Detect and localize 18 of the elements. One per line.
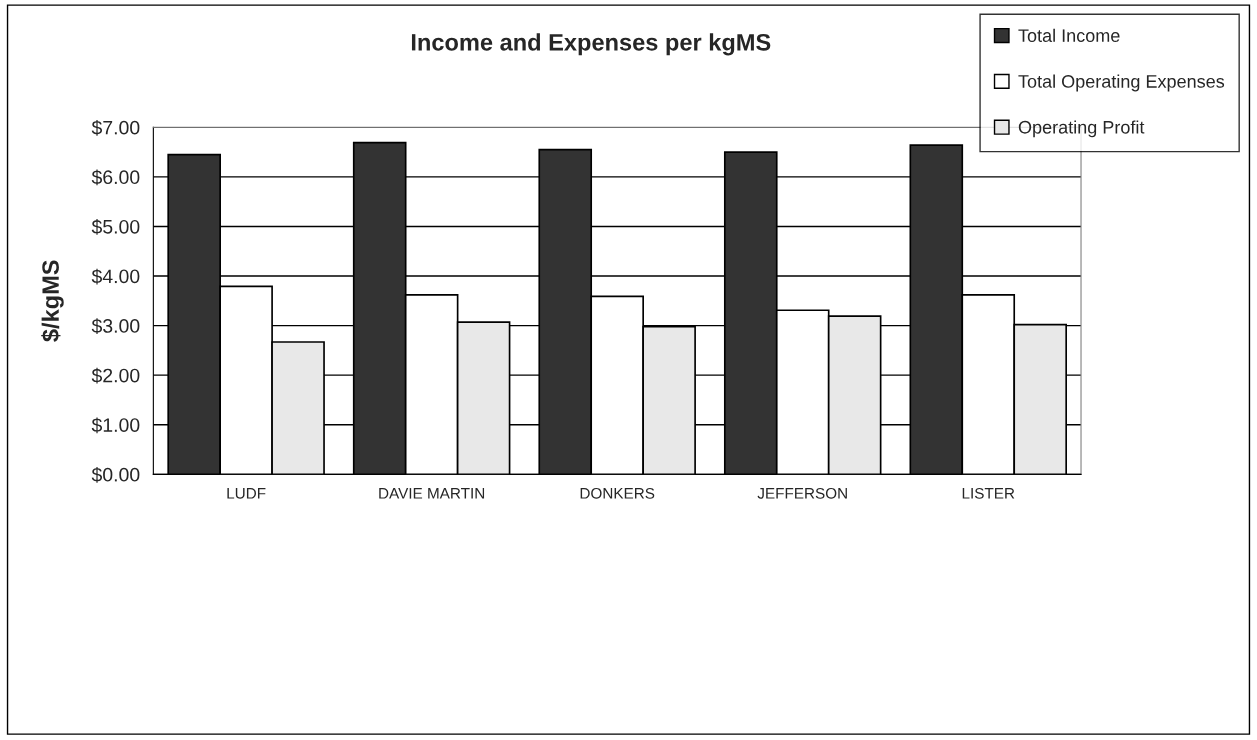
y-tick-label: $7.00 [91, 119, 140, 136]
x-tick-label: DAVIE MARTIN [379, 488, 485, 499]
y-tick-label: $4.00 [91, 268, 140, 285]
chart-title: Income and Expenses per kgMS [411, 33, 771, 56]
x-tick-label: JEFFERSON [757, 487, 847, 499]
x-tick-label: LUDF [227, 488, 266, 499]
y-tick-label: $1.00 [91, 417, 140, 434]
y-tick-label: $5.00 [91, 219, 140, 235]
y-axis-title: $/kgMS [41, 260, 64, 342]
legend-label: Operating Profit [1018, 120, 1145, 138]
y-tick-label: $3.00 [91, 318, 140, 334]
x-tick-label: LISTER [962, 487, 1015, 499]
y-tick-label: $6.00 [91, 169, 140, 186]
y-tick-label: $0.00 [91, 466, 140, 483]
y-tick-label: $2.00 [91, 367, 140, 384]
legend-label: Total Operating Expenses [1018, 74, 1225, 92]
legend-label: Total Income [1018, 28, 1120, 43]
x-tick-label: DONKERS [580, 487, 655, 499]
